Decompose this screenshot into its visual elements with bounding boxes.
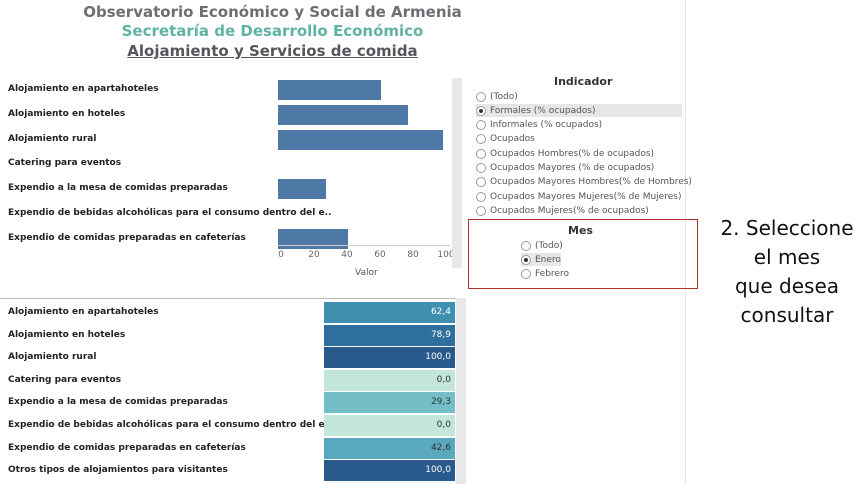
table-value-cell[interactable]: 29,3 — [324, 392, 455, 414]
instruction-line: el mes — [753, 245, 821, 269]
x-axis-title: Valor — [355, 268, 378, 278]
indicador-title: Indicador — [554, 75, 613, 88]
radio-option-label: (Todo) — [535, 240, 563, 251]
bar[interactable] — [278, 104, 409, 125]
bar-category-label: Alojamiento rural — [8, 133, 97, 144]
table-row-label: Otros tipos de alojamientos para visitan… — [8, 465, 228, 476]
section-divider — [0, 298, 462, 299]
radio-option[interactable]: Formales (% ocupados) — [476, 104, 682, 118]
table-scrollbar[interactable] — [456, 298, 466, 484]
radio-unchecked-icon[interactable] — [476, 148, 486, 159]
page-title: Observatorio Económico y Social de Armen… — [83, 3, 462, 21]
mes-title: Mes — [568, 224, 593, 237]
radio-option-label: Ocupados Mayores Hombres(% de Hombres) — [490, 177, 692, 188]
table-value-cell[interactable]: 78,9 — [324, 324, 455, 346]
table-row-label: Expendio a la mesa de comidas preparadas — [8, 397, 228, 408]
radio-unchecked-icon[interactable] — [476, 205, 486, 216]
x-tick-label: 80 — [407, 250, 419, 260]
instruction-line: 2. Seleccione — [720, 216, 854, 240]
radio-option[interactable]: Informales (% ocupados) — [476, 119, 682, 132]
x-tick-label: 100 — [437, 250, 455, 260]
radio-unchecked-icon[interactable] — [476, 177, 486, 188]
radio-checked-icon[interactable] — [521, 254, 531, 265]
table-row-label: Catering para eventos — [8, 374, 122, 385]
table-value-cell[interactable]: 0,0 — [324, 415, 455, 436]
x-tick-label: 60 — [374, 250, 386, 260]
radio-option-label: Ocupados Hombres(% de ocupados) — [490, 148, 655, 159]
x-axis-line — [278, 245, 450, 246]
table-row-label: Alojamiento en apartahoteles — [8, 307, 159, 317]
radio-option[interactable]: Ocupados — [476, 133, 682, 146]
bar[interactable] — [278, 179, 327, 200]
bar-category-label: Alojamiento en hoteles — [8, 108, 126, 119]
bar-category-label: Alojamiento en apartahoteles — [8, 84, 159, 94]
radio-checked-icon[interactable] — [476, 105, 486, 116]
radio-option-label: Enero — [535, 254, 561, 265]
radio-option-label: Ocupados Mayores Mujeres(% de Mujeres) — [490, 191, 682, 202]
bar[interactable] — [278, 129, 443, 150]
instruction-text: 2. Seleccione el mes que desea consultar — [712, 214, 862, 330]
instruction-line: consultar — [740, 303, 834, 327]
radio-option[interactable]: Ocupados Mujeres(% de ocupados) — [476, 204, 682, 217]
radio-unchecked-icon[interactable] — [476, 163, 486, 173]
chart-scrollbar[interactable] — [452, 78, 462, 268]
table-row-label: Alojamiento rural — [8, 352, 97, 363]
dashboard-panel: Observatorio Económico y Social de Armen… — [0, 0, 698, 484]
radio-option[interactable]: Febrero — [521, 267, 569, 280]
bar-category-label: Expendio de comidas preparadas en cafete… — [8, 232, 246, 243]
radio-option[interactable]: (Todo) — [521, 239, 563, 252]
radio-option-label: Formales (% ocupados) — [490, 105, 596, 116]
table-value-cell[interactable]: 42,6 — [324, 437, 455, 459]
bar[interactable] — [278, 80, 381, 100]
radio-option[interactable]: Ocupados Mayores Mujeres(% de Mujeres) — [476, 190, 682, 203]
radio-option[interactable]: Ocupados Hombres(% de ocupados) — [476, 147, 682, 160]
radio-unchecked-icon[interactable] — [476, 134, 486, 145]
radio-unchecked-icon[interactable] — [476, 120, 486, 131]
page-subtitle: Secretaría de Desarrollo Económico — [121, 22, 424, 40]
radio-option-label: Ocupados Mayores (% de ocupados) — [490, 163, 655, 173]
radio-unchecked-icon[interactable] — [476, 191, 486, 202]
radio-option[interactable]: Ocupados Mayores Hombres(% de Hombres) — [476, 176, 692, 189]
radio-option[interactable]: Enero — [521, 253, 561, 266]
x-tick-label: 20 — [308, 250, 320, 260]
radio-unchecked-icon[interactable] — [476, 91, 486, 102]
radio-option-label: Informales (% ocupados) — [490, 120, 603, 131]
table-value-cell[interactable]: 62,4 — [324, 302, 455, 323]
table-value-cell[interactable]: 100,0 — [324, 347, 455, 369]
table-row-label: Alojamiento en hoteles — [8, 329, 126, 340]
x-tick-label: 0 — [278, 250, 284, 260]
radio-option-label: Ocupados — [490, 134, 535, 145]
radio-unchecked-icon[interactable] — [521, 268, 531, 279]
x-tick-label: 40 — [341, 250, 353, 260]
radio-option[interactable]: Ocupados Mayores (% de ocupados) — [476, 162, 682, 175]
section-title: Alojamiento y Servicios de comida — [127, 42, 418, 60]
table-value-cell[interactable]: 100,0 — [324, 460, 455, 482]
table-row-label: Expendio de comidas preparadas en cafete… — [8, 442, 246, 453]
mes-filter-highlight — [468, 219, 698, 289]
instruction-line: que desea — [734, 274, 839, 298]
radio-option[interactable]: (Todo) — [476, 90, 682, 103]
bar-category-label: Catering para eventos — [8, 158, 122, 169]
bar-category-label: Expendio de bebidas alcohólicas para el … — [8, 208, 332, 218]
radio-option-label: Febrero — [535, 268, 569, 279]
bar-category-label: Expendio a la mesa de comidas preparadas — [8, 183, 228, 194]
table-row-label: Expendio de bebidas alcohólicas para el … — [8, 420, 384, 430]
radio-unchecked-icon[interactable] — [521, 240, 531, 251]
radio-option-label: (Todo) — [490, 91, 518, 102]
bar[interactable] — [278, 228, 349, 249]
radio-option-label: Ocupados Mujeres(% de ocupados) — [490, 205, 649, 216]
table-value-cell[interactable]: 0,0 — [324, 369, 455, 391]
